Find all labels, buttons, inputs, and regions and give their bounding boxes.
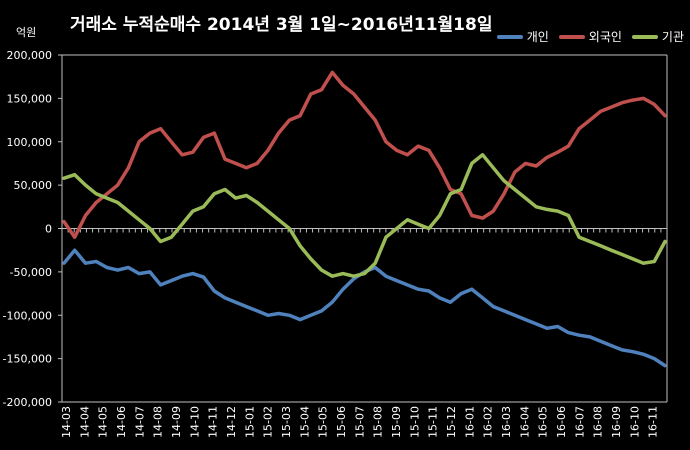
x-tick-label: 14-05: [97, 406, 110, 438]
y-tick-label: 150,000: [7, 92, 53, 105]
y-tick-label: 50,000: [14, 179, 53, 192]
x-tick-label: 15-07: [353, 406, 366, 438]
x-tick-label: 15-08: [372, 406, 385, 438]
series-line-2: [62, 153, 667, 278]
legend-item-foreigner: 외국인: [558, 28, 622, 45]
x-tick-label: 14-03: [60, 406, 73, 438]
x-tick-label: 14-11: [207, 406, 220, 438]
x-tick-label: 16-02: [482, 406, 495, 438]
x-tick-label: 16-11: [647, 406, 660, 438]
x-tick-label: 14-04: [78, 406, 91, 438]
x-tick-label: 15-10: [408, 406, 421, 438]
axes: [58, 54, 668, 403]
x-tick-label: 16-08: [592, 406, 605, 438]
legend-item-institution: 기관: [631, 28, 684, 45]
legend-swatch-foreigner: [558, 34, 585, 39]
legend-item-individual: 개인: [496, 28, 549, 45]
x-tick-label: 16-10: [628, 406, 641, 438]
y-tick-label: 200,000: [7, 49, 53, 62]
legend-label-individual: 개인: [526, 30, 549, 44]
legend-label-institution: 기관: [661, 30, 684, 44]
x-tick-label: 16-07: [573, 406, 586, 438]
x-tick-label: 15-06: [335, 406, 348, 438]
x-tick-label: 15-11: [427, 406, 440, 438]
x-tick-label: 16-01: [463, 406, 476, 438]
series-line-0: [62, 248, 667, 368]
series-line-1: [62, 70, 667, 239]
legend-swatch-institution: [631, 34, 658, 39]
y-tick-label: 100,000: [7, 136, 53, 149]
series-lines: [62, 70, 667, 368]
x-tick-label: 15-12: [445, 406, 458, 438]
x-tick-label: 16-06: [555, 406, 568, 438]
x-tick-label: 15-01: [243, 406, 256, 438]
legend-swatch-individual: [496, 34, 523, 39]
y-tick-label: -100,000: [3, 309, 52, 322]
y-axis-unit-label: 억원: [16, 26, 37, 39]
x-tick-label: 16-03: [500, 406, 513, 438]
x-tick-label: 14-07: [133, 406, 146, 438]
x-tick-label: 15-02: [262, 406, 275, 438]
x-tick-label: 15-04: [298, 406, 311, 438]
x-tick-label: 15-09: [390, 406, 403, 438]
x-tick-label: 14-10: [188, 406, 201, 438]
x-tick-label: 14-06: [115, 406, 128, 438]
y-tick-label: -50,000: [10, 266, 52, 279]
y-tick-label: 0: [45, 223, 52, 236]
x-tick-label: 15-05: [317, 406, 330, 438]
x-tick-label: 16-05: [537, 406, 550, 438]
x-tick-label: 15-03: [280, 406, 293, 438]
x-tick-label: 16-04: [518, 406, 531, 438]
x-tick-label: 14-08: [152, 406, 165, 438]
tick-labels: 200,000 150,000 100,000 50,000 0 -50,000 -100,…: [3, 49, 660, 438]
y-tick-label: -150,000: [3, 353, 52, 366]
x-tick-label: 14-09: [170, 406, 183, 438]
x-tick-label: 16-09: [610, 406, 623, 438]
y-tick-label: -200,000: [3, 396, 52, 409]
x-tick-label: 14-12: [225, 406, 238, 438]
legend-label-foreigner: 외국인: [588, 30, 622, 44]
legend: 개인 외국인 기관: [496, 28, 684, 45]
chart-title: 거래소 누적순매수 2014년 3월 1일~2016년11월18일: [70, 15, 493, 35]
